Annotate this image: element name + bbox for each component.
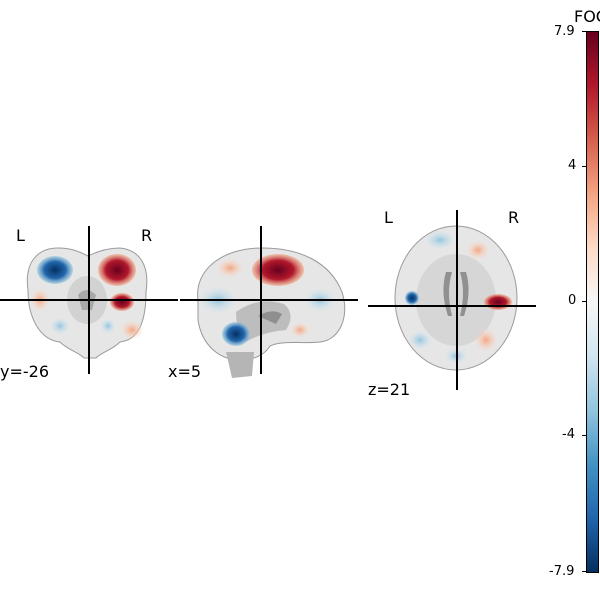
colorbar-tick-0: 0: [568, 293, 577, 308]
sagittal-slice: [180, 226, 358, 378]
coronal-left-label: L: [16, 226, 25, 245]
axial-left-label: L: [384, 208, 393, 227]
colorbar-tick-4: 4: [568, 158, 577, 173]
axial-right-label: R: [508, 208, 520, 227]
axial-coord-label: z=21: [368, 380, 411, 399]
axial-slice: [368, 210, 536, 390]
colorbar-tickmark: [582, 435, 586, 436]
coronal-right-label: R: [141, 226, 153, 245]
colorbar-tick-min: -7.9: [549, 564, 575, 579]
colorbar-tick-minus4: -4: [562, 427, 575, 442]
colorbar-title: FOC: [574, 7, 600, 26]
colorbar: [586, 31, 599, 573]
colorbar-tickmark: [582, 31, 586, 32]
colorbar-tick-max: 7.9: [554, 24, 575, 39]
coronal-coord-label: y=-26: [0, 362, 50, 381]
sagittal-coord-label: x=5: [168, 362, 202, 381]
colorbar-tickmark: [582, 301, 586, 302]
colorbar-tickmark: [582, 571, 586, 572]
colorbar-tickmark: [582, 166, 586, 167]
coronal-slice: [0, 226, 178, 374]
